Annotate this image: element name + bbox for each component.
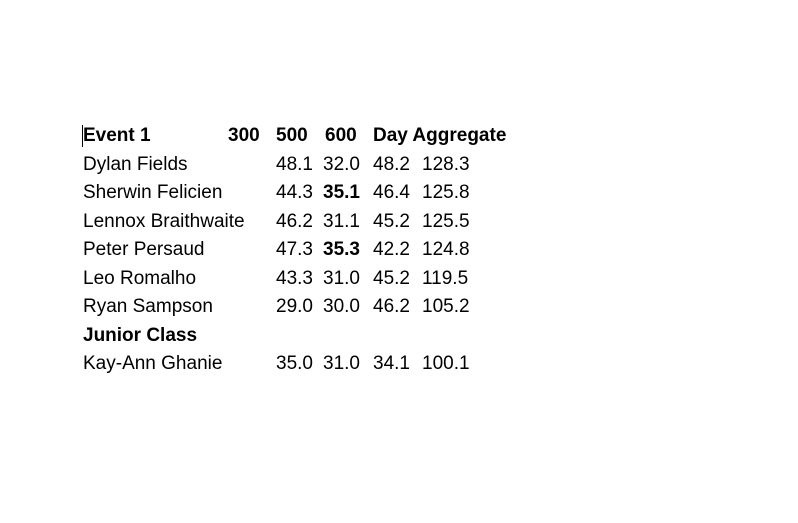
day-aggregate: 124.8 [422, 239, 470, 260]
text-cursor [82, 125, 83, 147]
score-300: 48.1 [276, 153, 313, 175]
score-600: 46.4 [373, 182, 410, 203]
day-aggregate: 105.2 [422, 296, 470, 317]
col-500-header: 500 [276, 125, 308, 146]
day-aggregate: 100.1 [422, 353, 470, 374]
athlete-name: Ryan Sampson [83, 296, 213, 317]
score-600: 48.2 [373, 153, 410, 175]
col-600-header: 600 [325, 125, 357, 146]
athlete-name: Lennox Braithwaite [83, 210, 245, 232]
score-500: 31.1 [323, 210, 360, 232]
score-300: 47.3 [276, 239, 313, 260]
score-300: 46.2 [276, 210, 313, 232]
score-500: 32.0 [323, 153, 360, 175]
score-500: 31.0 [323, 267, 360, 289]
event-title: Event 1 [83, 125, 151, 146]
col-total-header: Day Aggregate [373, 125, 507, 146]
score-600: 45.2 [373, 210, 410, 232]
score-600: 46.2 [373, 296, 410, 317]
score-500: 30.0 [323, 296, 360, 317]
score-500: 31.0 [323, 353, 360, 374]
col-300-header: 300 [228, 125, 260, 146]
day-aggregate: 119.5 [422, 267, 469, 289]
score-600: 45.2 [373, 267, 410, 289]
score-300: 43.3 [276, 267, 313, 289]
score-500: 35.1 [323, 182, 360, 203]
athlete-name: Leo Romalho [83, 267, 197, 289]
score-600: 42.2 [373, 239, 410, 260]
score-300: 44.3 [276, 182, 313, 203]
athlete-name: Sherwin Felicien [83, 182, 223, 203]
junior-class-label: Junior Class [83, 324, 198, 346]
day-aggregate: 125.8 [422, 182, 470, 203]
athlete-name: Kay-Ann Ghanie [83, 353, 223, 374]
score-300: 29.0 [276, 296, 313, 317]
athlete-name: Peter Persaud [83, 239, 205, 260]
score-300: 35.0 [276, 353, 313, 374]
score-600: 34.1 [373, 353, 410, 374]
day-aggregate: 128.3 [422, 153, 470, 175]
score-500: 35.3 [323, 239, 360, 260]
athlete-name: Dylan Fields [83, 153, 188, 175]
day-aggregate: 125.5 [422, 210, 470, 232]
